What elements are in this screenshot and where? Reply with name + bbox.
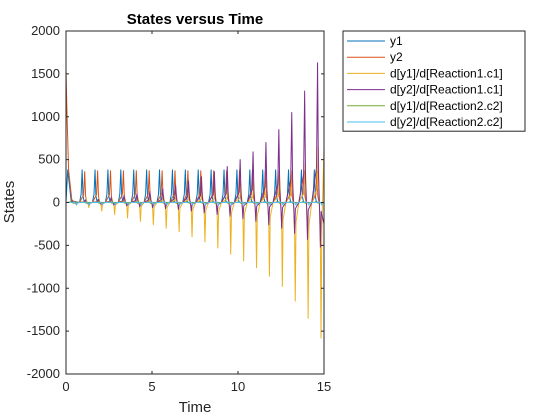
y-tick-label: 500 <box>38 152 60 167</box>
legend: y1 y2 d[y1]/d[Reaction1.c1] d[y2]/d[Reactio… <box>342 30 526 132</box>
legend-label-5: d[y1]/d[Reaction2.c2] <box>390 99 503 113</box>
legend-label-3: d[y1]/d[Reaction1.c1] <box>390 66 503 80</box>
legend-label-6: d[y2]/d[Reaction2.c2] <box>390 115 503 129</box>
legend-label-1: y1 <box>390 34 403 48</box>
y-tick-label: -1500 <box>27 323 60 338</box>
legend-label-4: d[y2]/d[Reaction1.c1] <box>390 83 503 97</box>
x-tick-label: 0 <box>62 379 69 394</box>
y-tick-label: -500 <box>34 237 60 252</box>
x-tick-label: 15 <box>317 379 331 394</box>
y-tick-label: -1000 <box>27 280 60 295</box>
legend-label-2: y2 <box>390 50 403 64</box>
series-line-6 <box>66 201 324 206</box>
x-tick-label: 10 <box>231 379 245 394</box>
y-tick-label: 1000 <box>31 109 60 124</box>
x-axis-label: Time <box>179 399 212 416</box>
y-axis-label: States <box>1 181 18 224</box>
legend-box <box>342 30 526 132</box>
ticks-layer: 0 5 10 15 -2000 -1500 -1000 -500 0 500 1000 1500 200… <box>27 23 331 394</box>
y-tick-label: 2000 <box>31 23 60 38</box>
chart-title: States versus Time <box>127 11 263 28</box>
y-tick-label: 1500 <box>31 66 60 81</box>
y-tick-label: 0 <box>53 195 60 210</box>
y-tick-label: -2000 <box>27 366 60 381</box>
series-layer <box>66 62 324 339</box>
x-tick-label: 5 <box>148 379 155 394</box>
